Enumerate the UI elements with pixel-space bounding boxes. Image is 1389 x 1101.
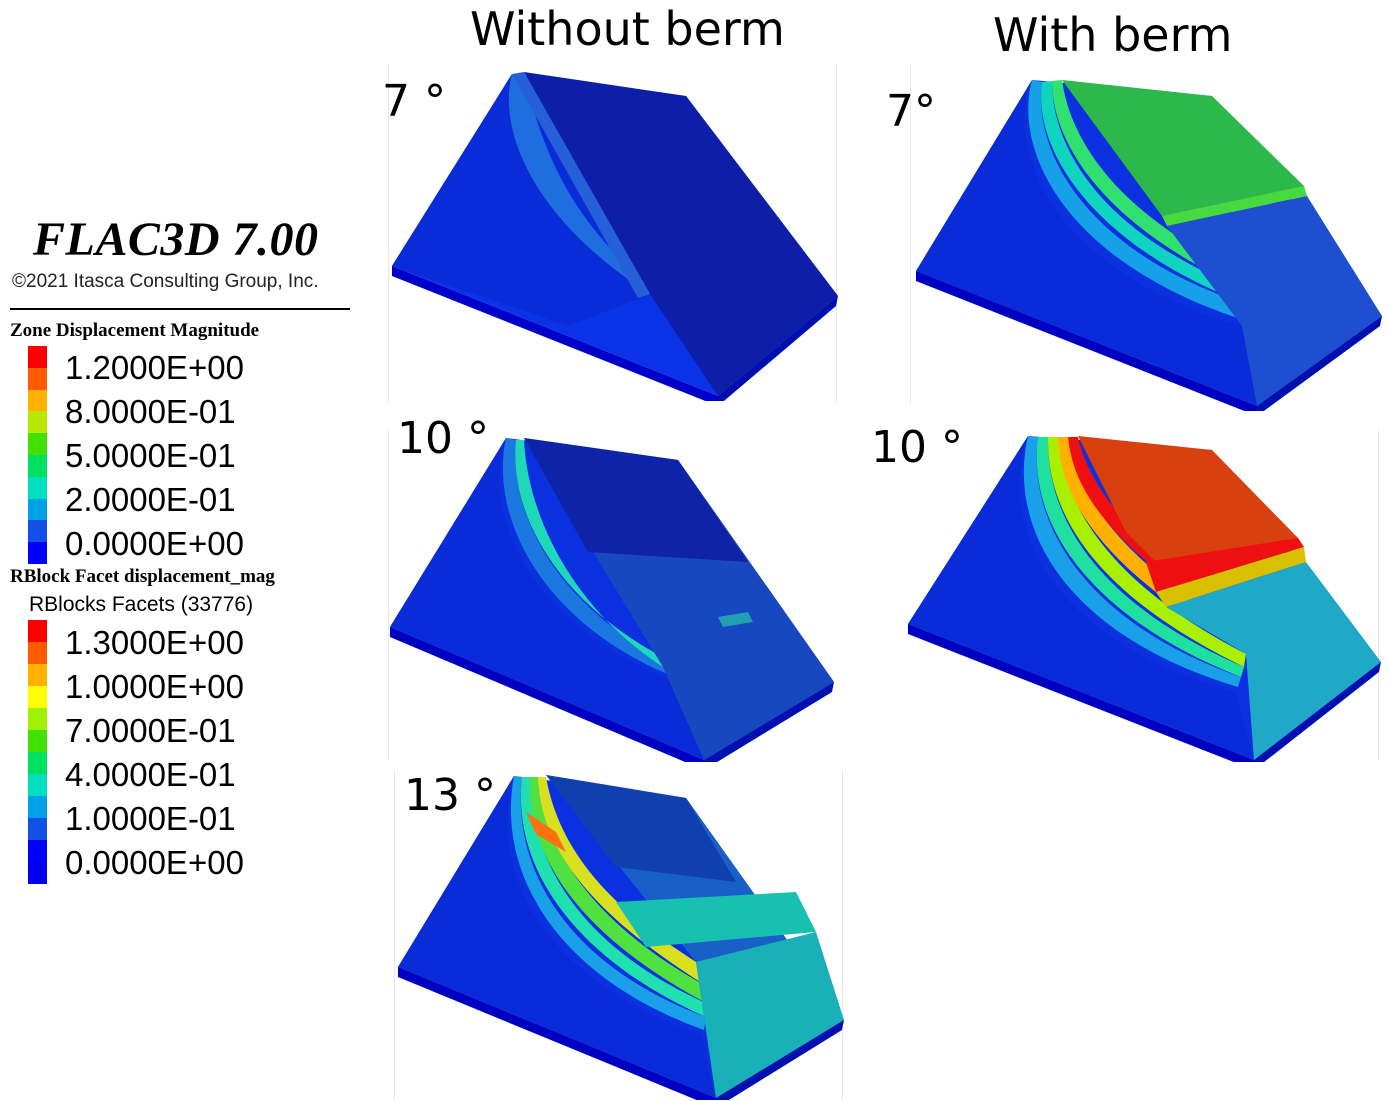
colorbar-segment <box>28 642 47 664</box>
model-panel-no-berm-13 <box>396 772 846 1100</box>
rblock-colorbar <box>28 620 47 884</box>
panel-frame <box>1378 430 1379 760</box>
panel-frame <box>388 64 389 404</box>
rblock-legend-title: RBlock Facet displacement_mag <box>10 566 275 587</box>
angle-label: 13 ° <box>404 770 496 821</box>
slope-model-render <box>392 72 838 401</box>
angle-label: 10 ° <box>871 422 963 473</box>
colorbar-segment <box>28 620 47 642</box>
colorbar-segment <box>28 346 47 368</box>
zone-tick-label: 0.0000E+00 <box>65 525 244 562</box>
slope-model-render <box>916 80 1382 411</box>
colorbar-segment <box>28 411 47 434</box>
colorbar-segment <box>28 730 47 752</box>
colorbar-segment <box>28 840 47 862</box>
colorbar-segment <box>28 708 47 730</box>
rblock-tick-label: 1.0000E-01 <box>65 800 236 837</box>
model-panel-berm-10 <box>906 432 1384 762</box>
colorbar-segment <box>28 389 47 412</box>
colorbar-segment <box>28 476 47 499</box>
slope-model-render <box>398 775 844 1100</box>
software-title: FLAC3D 7.00 <box>33 213 319 266</box>
copyright-text: ©2021 Itasca Consulting Group, Inc. <box>12 271 319 292</box>
slope-model-render <box>908 436 1381 762</box>
model-panel-berm-7 <box>912 76 1387 411</box>
rblock-tick-label: 7.0000E-01 <box>65 712 236 749</box>
colorbar-segment <box>28 433 47 455</box>
header-with-berm: With berm <box>993 8 1233 62</box>
model-panel-no-berm-10 <box>388 432 838 762</box>
model-panel-no-berm-7 <box>388 66 838 401</box>
zone-colorbar <box>28 346 47 564</box>
header-without-berm: Without berm <box>470 2 785 56</box>
colorbar-segment <box>28 664 47 686</box>
zone-tick-label: 5.0000E-01 <box>65 437 236 474</box>
colorbar-segment <box>28 520 47 543</box>
legend-divider <box>10 308 350 310</box>
panel-frame <box>910 64 911 404</box>
panel-frame <box>388 430 389 760</box>
colorbar-segment <box>28 367 47 390</box>
zone-legend-title: Zone Displacement Magnitude <box>10 320 260 341</box>
rblock-legend-subtitle: RBlocks Facets (33776) <box>29 593 254 616</box>
colorbar-segment <box>28 752 47 774</box>
angle-label: 7° <box>886 86 936 137</box>
colorbar-segment <box>28 498 47 521</box>
colorbar-segment <box>28 454 47 477</box>
colorbar-segment <box>28 686 47 708</box>
panel-frame <box>842 770 843 1100</box>
colorbar-segment <box>28 774 47 796</box>
rblock-tick-label: 1.3000E+00 <box>65 624 244 661</box>
zone-tick-label: 2.0000E-01 <box>65 481 236 518</box>
slope-model-render <box>390 438 834 762</box>
zone-tick-label: 1.2000E+00 <box>65 349 244 386</box>
rblock-tick-label: 1.0000E+00 <box>65 668 244 705</box>
zone-tick-label: 8.0000E-01 <box>65 393 236 430</box>
panel-frame <box>836 64 837 404</box>
colorbar-segment <box>28 796 47 818</box>
rblock-tick-label: 4.0000E-01 <box>65 756 236 793</box>
colorbar-segment <box>28 818 47 840</box>
angle-label: 7 ° <box>382 76 446 127</box>
angle-label: 10 ° <box>397 413 489 464</box>
rblock-tick-label: 0.0000E+00 <box>65 844 244 881</box>
panel-frame <box>394 770 395 1100</box>
colorbar-segment <box>28 542 47 564</box>
colorbar-segment <box>28 862 47 884</box>
